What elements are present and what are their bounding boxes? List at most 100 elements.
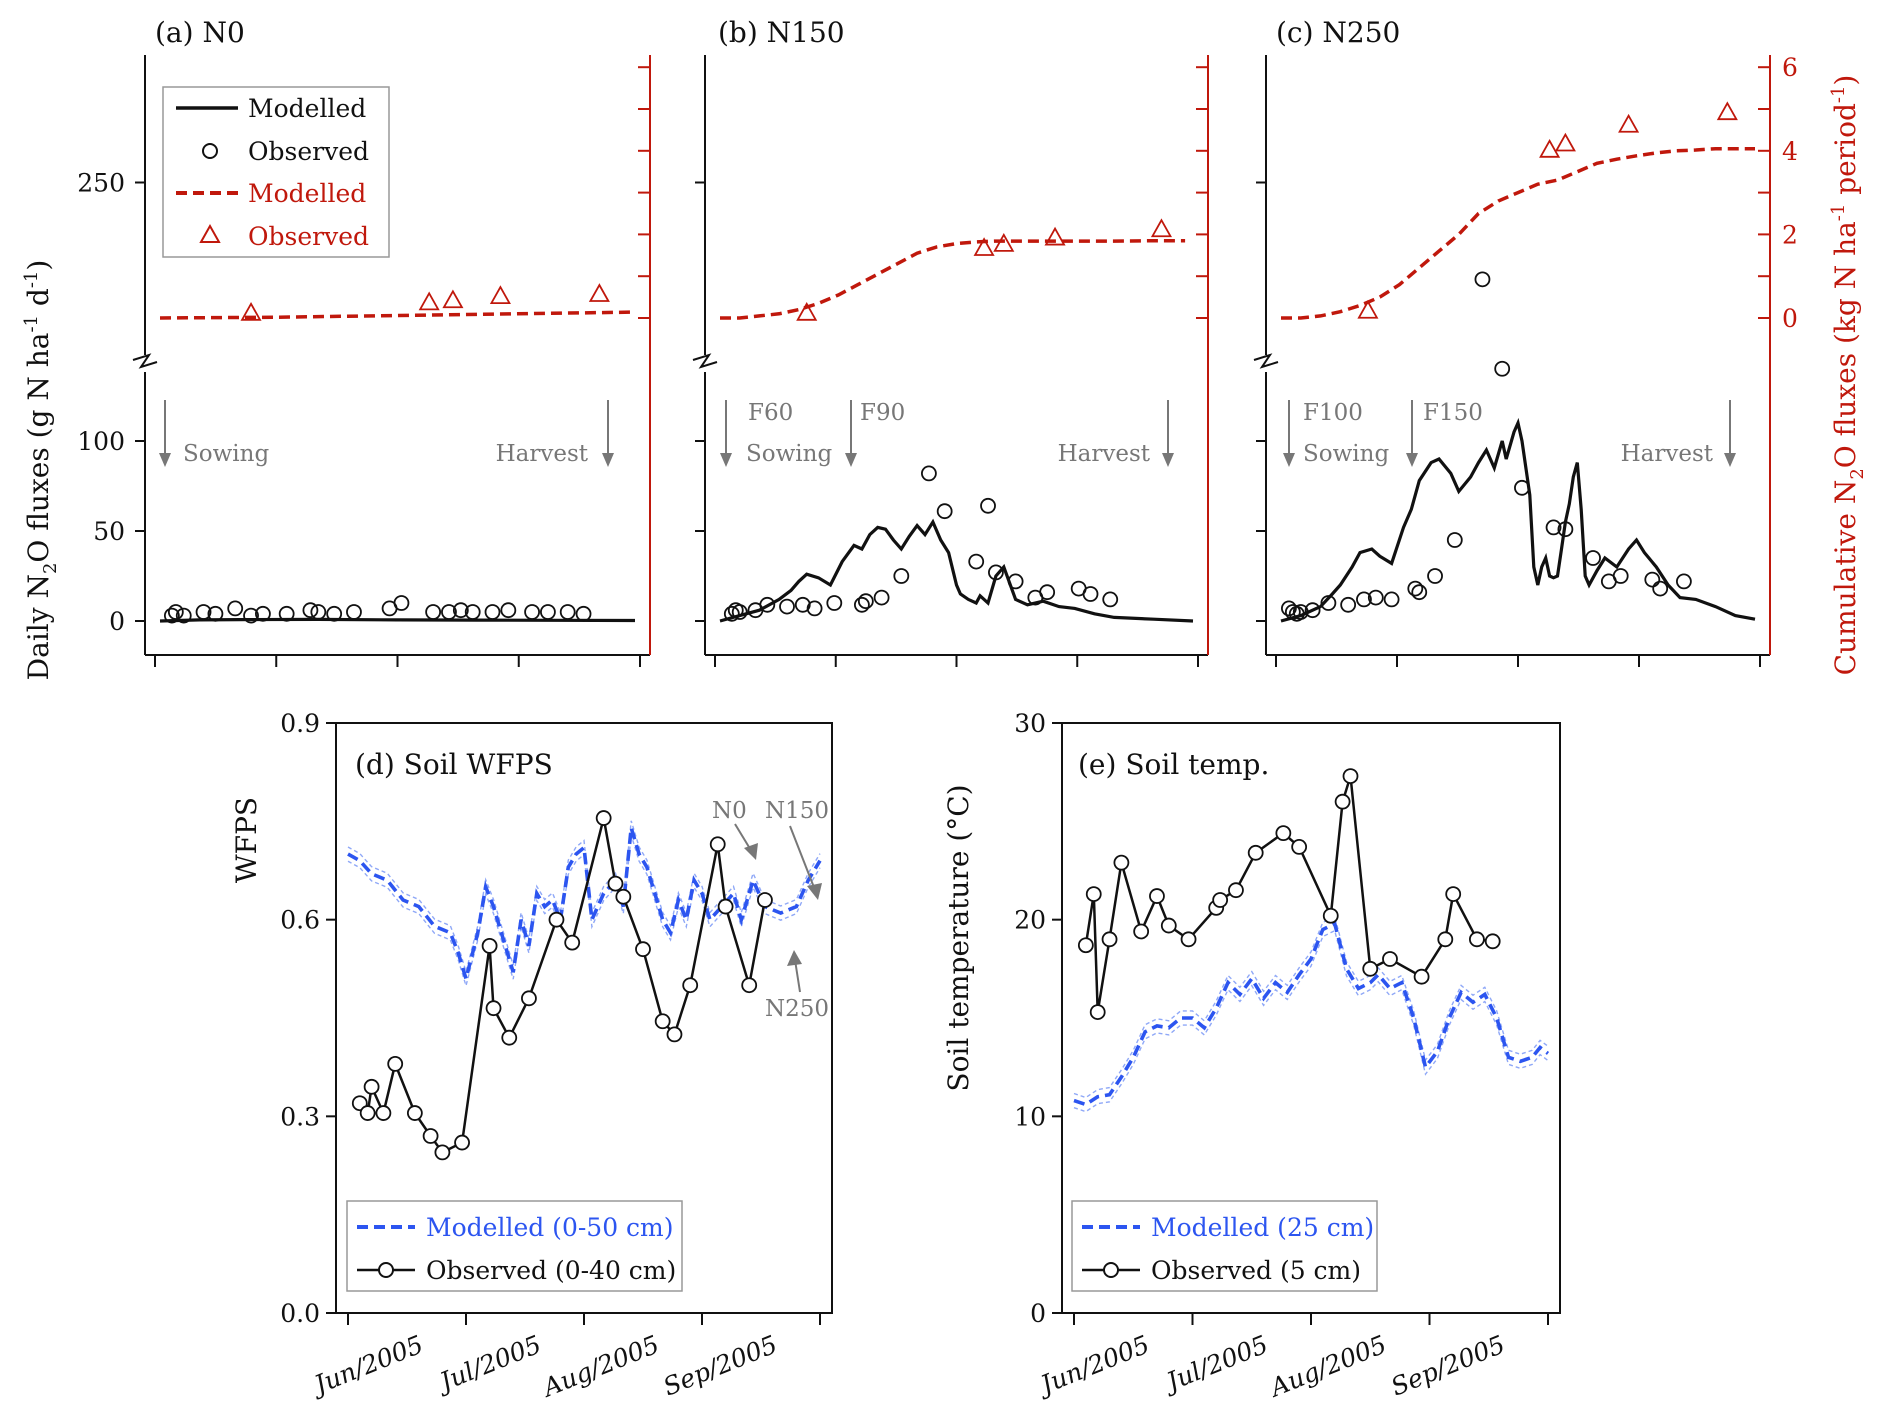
panel-d-n250-arrow-head	[787, 950, 802, 966]
panel-b-cumulative-observed-point	[1044, 226, 1066, 246]
panel-c-daily-observed-point	[1356, 591, 1372, 608]
panel-b-daily-observed-point	[857, 593, 874, 610]
panel-c-daily-observed-point	[1474, 271, 1491, 288]
panel-a-daily-observed-point	[484, 604, 501, 620]
panel-c-daily-observed-point	[1292, 604, 1309, 620]
panel-b-daily-modelled-line	[719, 518, 1194, 623]
panel-e-observed-point	[1445, 886, 1462, 902]
panel-b-daily-observed-point	[723, 605, 740, 622]
panel-c-daily-observed-point	[1340, 596, 1357, 613]
panel-c-daily-observed-point	[1383, 591, 1400, 608]
panel-e-observed-point	[1342, 768, 1359, 784]
panel-d-observed-point	[359, 1105, 376, 1121]
panel-d-observed-line	[358, 817, 767, 1154]
panel-e-y-tick-label: 20	[1014, 906, 1046, 935]
panel-e-observed-point	[1212, 892, 1229, 908]
panel-b-daily-observed-point	[1082, 586, 1099, 602]
panel-a-cumulative-observed-point	[489, 285, 511, 305]
top-y-tick-label: 100	[77, 427, 125, 456]
panel-b-cumulative-observed-point	[1150, 218, 1173, 238]
panel-a-cumulative-modelled-line	[159, 310, 636, 320]
panel-a-daily-observed-point	[524, 604, 540, 620]
panel-d-n150-arrow-shaft	[789, 825, 816, 891]
panel-c-daily-observed-point	[1676, 573, 1692, 590]
panel-a-daily-observed-point	[255, 605, 271, 622]
panel-e-legend-observed-label: Observed (5 cm)	[1151, 1256, 1361, 1285]
panel-a-daily-observed-point	[464, 604, 481, 620]
top-legend-box	[162, 86, 390, 258]
panel-d-title: (d) Soil WFPS	[355, 748, 553, 781]
panel-c-cumulative-observed-point	[1618, 113, 1640, 133]
panel-e-observed-point	[1101, 931, 1118, 948]
top-right-tick-label: 0	[1782, 304, 1798, 333]
panel-b-cumulative-observed-point	[993, 233, 1015, 252]
panel-a-daily-observed-point	[346, 604, 362, 620]
panel-e-y-tick-label: 10	[1014, 1102, 1046, 1131]
panel-e-observed-point	[1247, 844, 1264, 861]
panel-c-daily-observed-point	[1644, 571, 1661, 588]
panel-d-y-tick-label: 0.9	[280, 709, 320, 738]
panel-e-x-tick-label: Sep/2005	[1387, 1330, 1509, 1402]
panel-b-cumulative-modelled-line	[720, 238, 1186, 320]
panel-d-observed-point	[422, 1128, 439, 1144]
panel-e-observed-point	[1180, 931, 1197, 948]
panel-e-observed-point	[1484, 933, 1501, 950]
panel-c-sowing-label: Sowing	[1303, 441, 1389, 467]
panel-d-legend-observed-label: Observed (0-40 cm)	[426, 1256, 676, 1285]
top-y-tick-label: 250	[77, 169, 125, 198]
top-y-tick-label: 0	[109, 607, 125, 636]
panel-b-harvest-label: Harvest	[1058, 441, 1151, 467]
panel-e-x-tick-label: Jul/2005	[1158, 1330, 1272, 1399]
panel-d-x-tick-label: Jun/2005	[306, 1330, 427, 1402]
panel-b-title: (b) N150	[718, 16, 845, 49]
panel-d-observed-point	[757, 892, 773, 908]
panel-d-observed-point	[615, 888, 632, 905]
panel-b-daily-observed-point	[980, 497, 996, 514]
legend-modelled-black-label: Modelled	[248, 94, 366, 123]
panel-c-daily-observed-point	[1545, 519, 1562, 536]
panel-a-daily-observed-point	[425, 604, 442, 620]
panel-e-observed-point	[1334, 793, 1351, 810]
panel-a-daily-observed-point	[540, 604, 556, 620]
panel-d-observed-point	[548, 911, 565, 928]
panel-b-cumulative-observed-point	[973, 237, 995, 256]
panel-a-daily-observed-point	[175, 607, 192, 624]
panel-b-f90-arrow-head	[845, 453, 857, 467]
panel-a-daily-observed-point	[575, 605, 592, 622]
panel-e-observed-point	[1362, 960, 1379, 977]
panel-d-ylabel: WFPS	[230, 797, 263, 883]
panel-a-daily-observed-point	[167, 604, 184, 620]
panel-c-title: (c) N250	[1276, 16, 1400, 49]
panel-c-cumulative-observed-point	[1539, 138, 1561, 158]
panel-b-daily-observed-point	[1039, 584, 1056, 601]
panel-c-daily-observed-point	[1281, 600, 1297, 617]
panel-a-daily-modelled-line	[159, 617, 636, 623]
panel-b-daily-observed-point	[854, 596, 870, 613]
panel-a-sowing-label: Sowing	[183, 441, 269, 467]
top-right-tick-label: 2	[1782, 220, 1798, 249]
panel-a-cumulative-observed-point	[240, 301, 262, 321]
panel-e-observed-point	[1089, 1004, 1106, 1020]
top-right-tick-label: 4	[1782, 137, 1798, 166]
panel-e-modelled-envelope-line	[1073, 929, 1549, 1113]
legend-observed-red-marker	[199, 223, 221, 243]
panel-b-daily-observed-point	[873, 589, 890, 606]
panel-e-observed-point	[1149, 888, 1165, 904]
panel-c-daily-observed-point	[1427, 568, 1443, 584]
panel-c-harvest-arrow-head	[1724, 453, 1736, 467]
panel-b-daily-observed-point	[759, 596, 776, 613]
panel-c-f100-arrow-head	[1283, 453, 1295, 467]
panel-e-observed-point	[1160, 917, 1177, 934]
panel-d-observed-point	[485, 1000, 502, 1017]
panel-b-axis-break	[692, 353, 718, 369]
panel-d-legend-modelled-label: Modelled (0-50 cm)	[426, 1213, 674, 1242]
panel-d-observed-point	[654, 1013, 671, 1030]
panel-e-observed-point	[1413, 968, 1430, 985]
panel-a-title: (a) N0	[155, 16, 245, 49]
panel-b-f60-arrow-head	[720, 453, 732, 467]
panel-b-f60-label: F60	[748, 400, 793, 426]
panel-d-observed-point	[406, 1105, 423, 1121]
panel-a-axis-break	[132, 353, 158, 369]
